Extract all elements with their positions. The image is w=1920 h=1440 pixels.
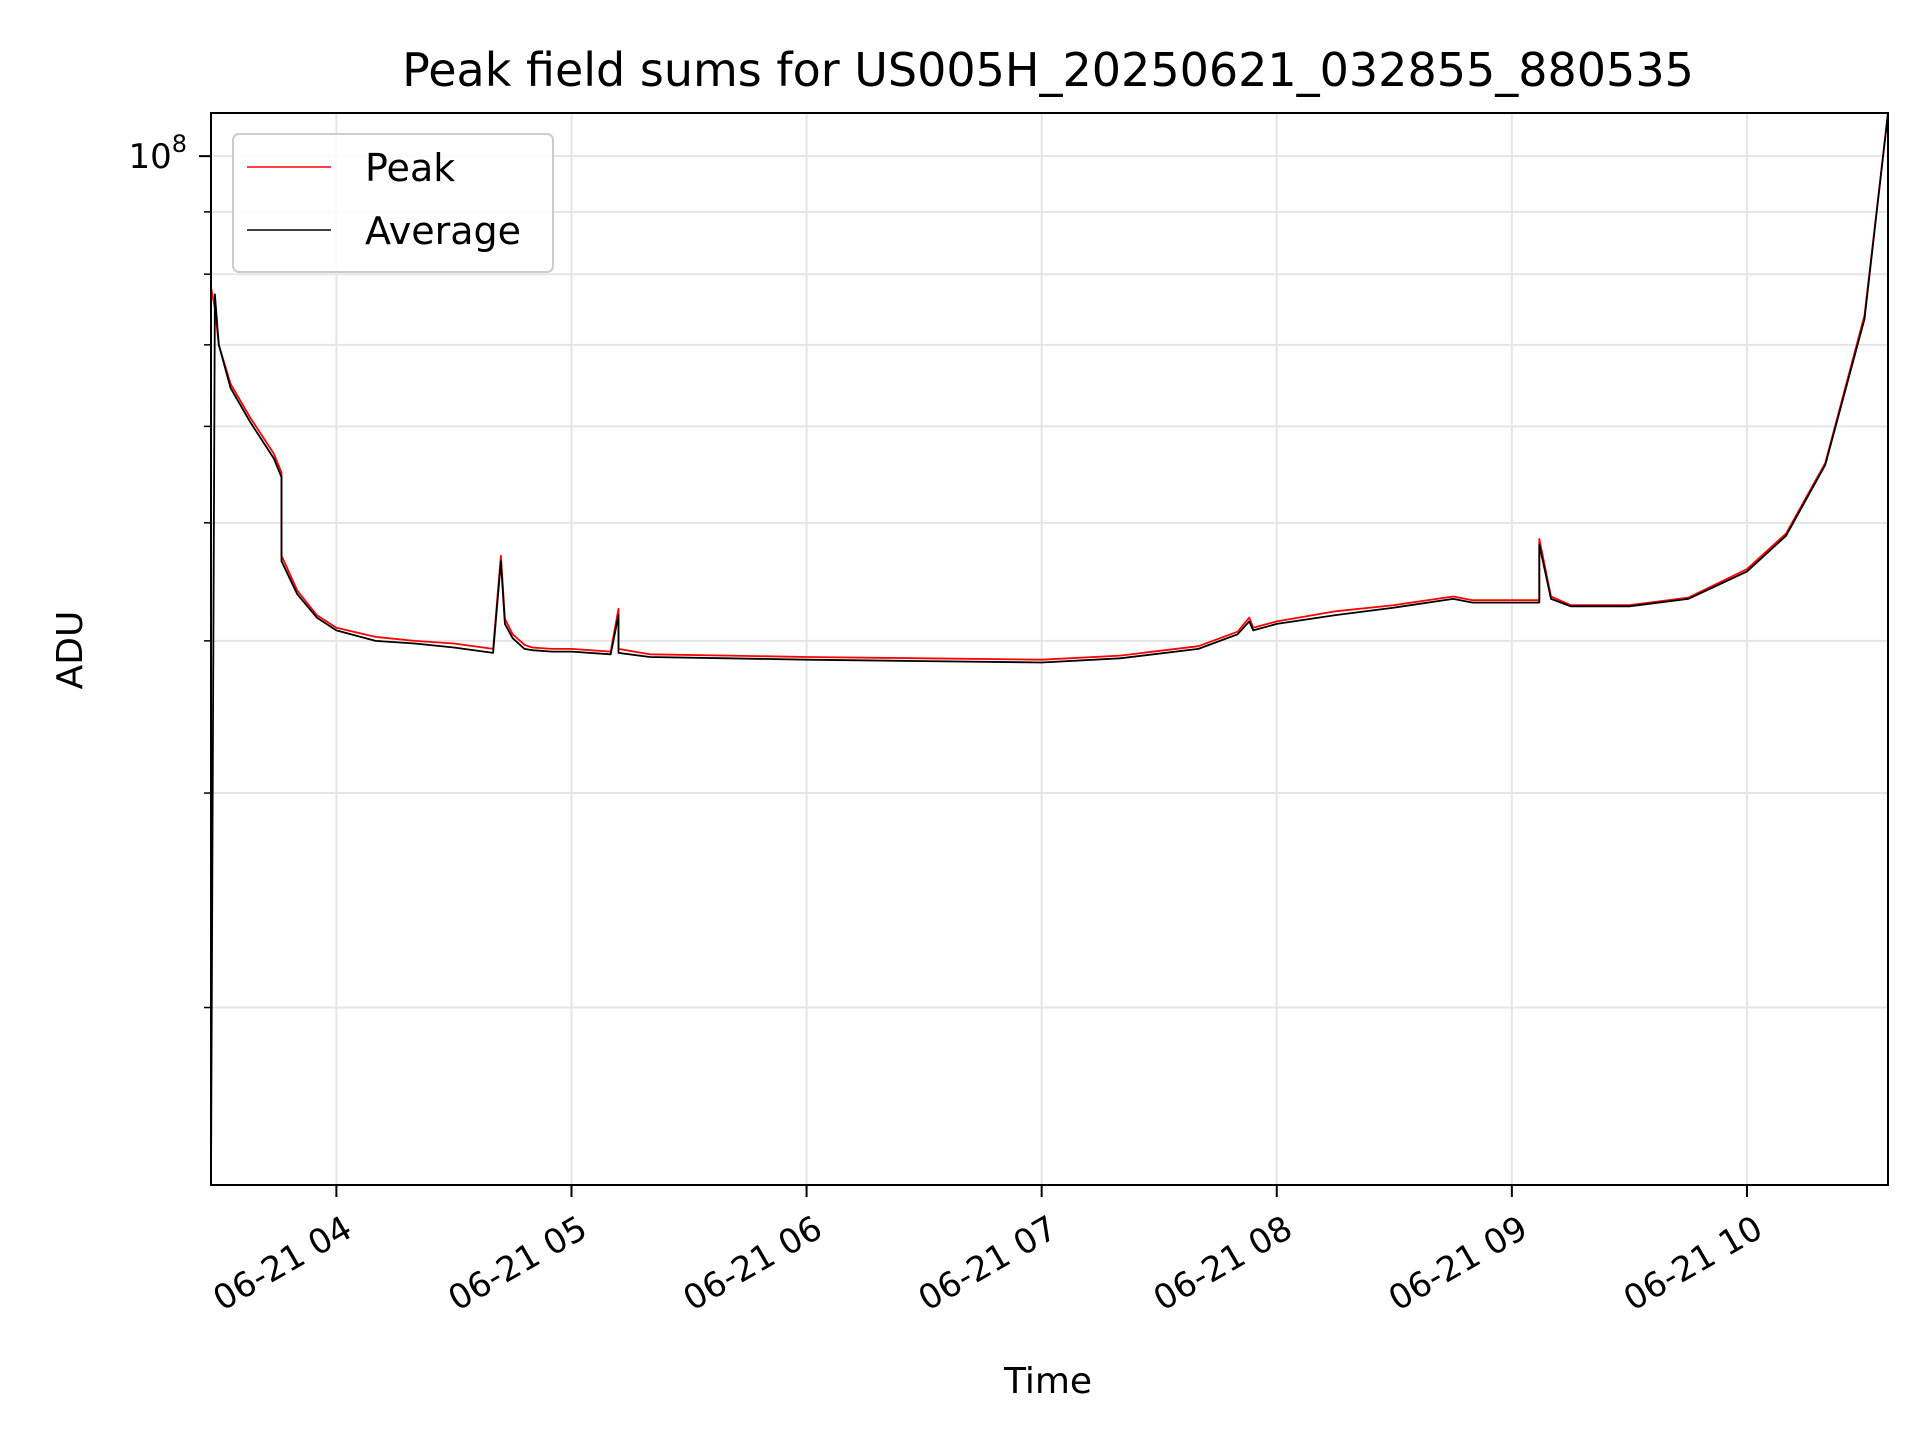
y-axis-label: ADU xyxy=(50,611,91,690)
x-tick-label: 06-21 05 xyxy=(442,1208,594,1319)
grid xyxy=(211,113,1888,1185)
x-tick-label: 06-21 06 xyxy=(677,1208,829,1319)
y-tick-label-exponent: 8 xyxy=(172,130,187,158)
legend-label-peak: Peak xyxy=(365,146,455,190)
x-axis: 06-21 04 06-21 05 06-21 06 06-21 07 06-21 08… xyxy=(206,1185,1769,1319)
chart-title: Peak field sums for US005H_20250621_0328… xyxy=(402,43,1694,97)
x-tick-label: 06-21 08 xyxy=(1147,1208,1299,1319)
legend-label-average: Average xyxy=(365,209,521,253)
y-tick-label: 108 xyxy=(128,130,187,177)
x-axis-label: Time xyxy=(1003,1361,1092,1402)
series-line-average xyxy=(210,112,1889,1178)
x-tick-label: 06-21 10 xyxy=(1617,1208,1769,1319)
y-axis: 108 xyxy=(128,130,211,1009)
legend: Peak Average xyxy=(232,133,554,273)
series-layer xyxy=(210,112,1889,1178)
legend-box xyxy=(232,133,554,273)
x-tick-label: 06-21 04 xyxy=(206,1208,358,1319)
plot-frame xyxy=(210,112,1889,1186)
x-tick-label: 06-21 07 xyxy=(912,1208,1064,1319)
x-tick-label: 06-21 09 xyxy=(1382,1208,1534,1319)
y-tick-label-base: 10 xyxy=(128,137,171,177)
